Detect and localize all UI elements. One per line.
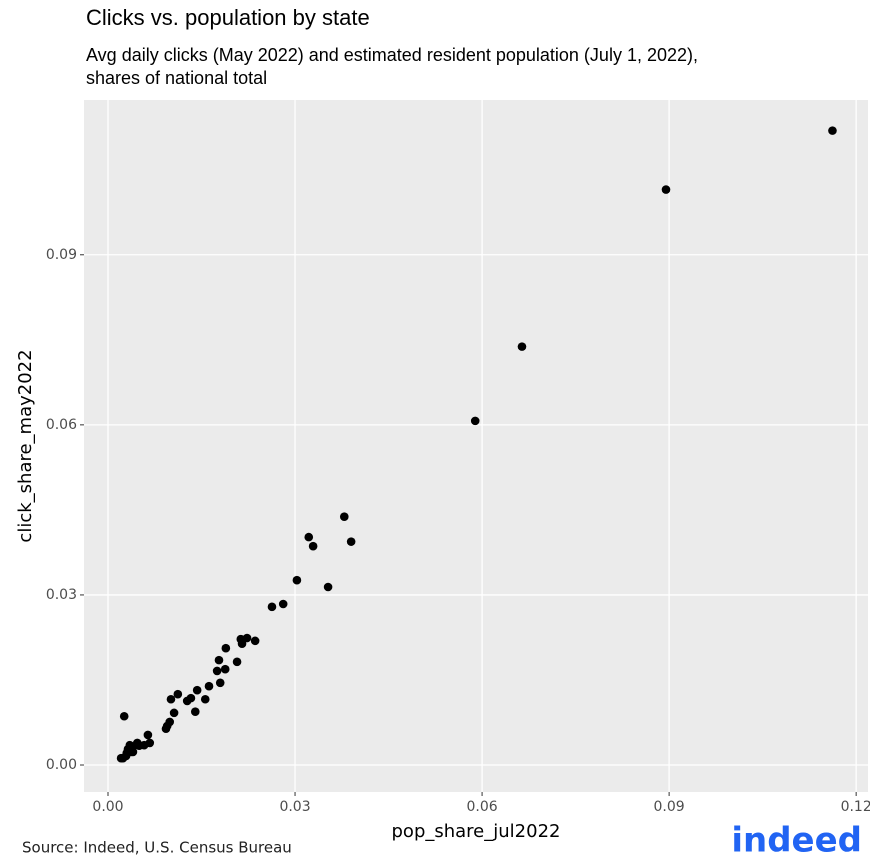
point <box>346 537 356 546</box>
point <box>267 602 277 612</box>
point <box>166 694 176 704</box>
point <box>308 541 318 551</box>
point <box>204 681 214 691</box>
point <box>470 416 480 426</box>
point <box>186 693 196 703</box>
point <box>212 666 222 676</box>
point <box>190 707 200 717</box>
point <box>242 633 252 643</box>
point <box>661 185 671 194</box>
point <box>221 643 231 653</box>
x-tick-label: 0.12 <box>841 799 870 815</box>
point <box>250 636 260 646</box>
y-tick-label: 0.06 <box>46 417 77 433</box>
point <box>215 678 225 688</box>
point <box>169 708 179 718</box>
point <box>214 655 224 665</box>
point <box>517 342 527 351</box>
point <box>828 126 837 135</box>
point <box>121 751 131 761</box>
chart-title: Clicks vs. population by state <box>86 5 370 30</box>
y-tick-label: 0.09 <box>46 247 77 263</box>
point <box>200 694 210 704</box>
y-tick-label: 0.00 <box>46 757 77 773</box>
x-axis-title: pop_share_jul2022 <box>392 821 561 842</box>
point <box>220 664 230 674</box>
x-tick-label: 0.00 <box>92 799 123 815</box>
y-axis-title: click_share_may2022 <box>15 349 36 542</box>
chart-subtitle: shares of national total <box>86 68 267 88</box>
point <box>192 685 202 695</box>
x-tick-label: 0.03 <box>279 799 310 815</box>
x-tick-label: 0.09 <box>654 799 685 815</box>
x-tick-label: 0.06 <box>466 799 497 815</box>
point <box>161 724 171 734</box>
point <box>119 711 129 721</box>
logo: indeed <box>731 821 862 861</box>
plot-panel <box>84 100 868 792</box>
y-tick-label: 0.03 <box>46 587 77 603</box>
point <box>143 730 153 740</box>
point <box>232 657 242 667</box>
caption: Source: Indeed, U.S. Census Bureau <box>22 839 292 857</box>
point <box>237 639 247 648</box>
point <box>173 689 183 699</box>
chart-subtitle: Avg daily clicks (May 2022) and estimate… <box>86 45 698 65</box>
point <box>134 741 144 751</box>
point <box>278 599 288 609</box>
point <box>304 532 314 542</box>
point <box>128 747 138 757</box>
point <box>339 512 349 521</box>
point <box>323 582 333 592</box>
point <box>292 575 302 585</box>
